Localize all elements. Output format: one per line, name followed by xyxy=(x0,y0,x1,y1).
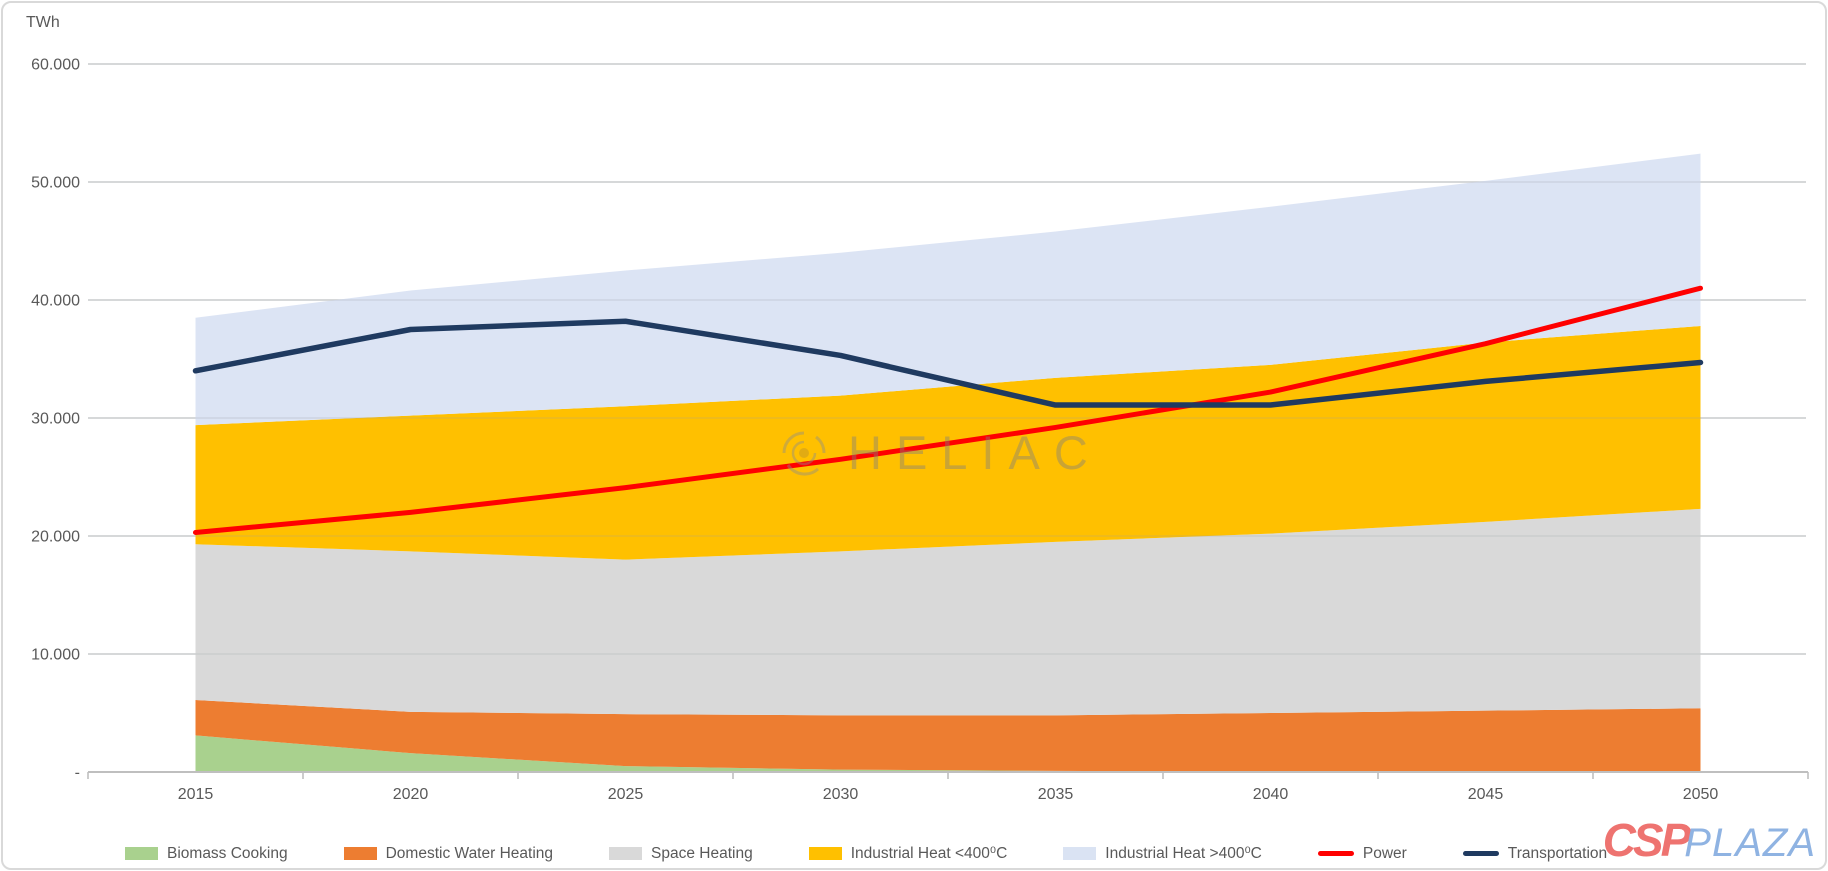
svg-text:40.000: 40.000 xyxy=(31,293,80,310)
legend-item-6: Transportation xyxy=(1462,844,1608,863)
gridlines-overlay xyxy=(88,63,1806,655)
legend-label: Industrial Heat >400⁰C xyxy=(1105,845,1262,862)
svg-text:2020: 2020 xyxy=(393,786,429,803)
legend-item-1: Domestic Water Heating xyxy=(343,844,554,863)
legend-swatch-line xyxy=(1317,851,1354,856)
svg-text:2025: 2025 xyxy=(608,786,644,803)
legend-label: Power xyxy=(1362,844,1407,862)
legend-swatch-area xyxy=(808,847,842,860)
legend-item-3: Industrial Heat <400⁰C xyxy=(808,844,1008,863)
chart-legend: Biomass Cooking Domestic Water Heating Spa… xyxy=(125,844,1607,863)
legend-label: Space Heating xyxy=(651,844,753,862)
legend-swatch-area xyxy=(1063,847,1097,860)
legend-swatch-area xyxy=(343,847,377,860)
line-series-transportation xyxy=(192,318,1704,408)
svg-text:20.000: 20.000 xyxy=(31,529,80,546)
svg-text:50.000: 50.000 xyxy=(31,175,80,192)
legend-label: Biomass Cooking xyxy=(167,844,288,862)
svg-text:30.000: 30.000 xyxy=(31,411,80,428)
svg-text:2040: 2040 xyxy=(1253,786,1289,803)
area-series-4 xyxy=(195,153,1701,426)
legend-item-5: Power xyxy=(1317,844,1407,863)
line-series-power xyxy=(193,285,1703,535)
svg-text:2035: 2035 xyxy=(1038,786,1074,803)
svg-text:2050: 2050 xyxy=(1683,786,1719,803)
legend-swatch-area xyxy=(125,847,158,860)
svg-text:2045: 2045 xyxy=(1468,786,1504,803)
x-axis-labels: 2015 2020 2025 2030 2035 2040 2045 2050 xyxy=(178,786,1719,803)
legend-item-0: Biomass Cooking xyxy=(125,845,288,863)
svg-text:2030: 2030 xyxy=(823,786,859,803)
svg-text:-: - xyxy=(75,765,80,782)
svg-text:60.000: 60.000 xyxy=(31,57,80,74)
x-axis-ticks xyxy=(87,772,1809,779)
svg-text:2015: 2015 xyxy=(178,786,214,803)
legend-label: Domestic Water Heating xyxy=(385,844,554,862)
y-axis-unit-label: TWh xyxy=(26,14,60,31)
legend-swatch-area xyxy=(609,847,643,860)
legend-item-2: Space Heating xyxy=(609,845,753,863)
svg-text:10.000: 10.000 xyxy=(31,647,80,664)
logo-plaza-text: PLAZA xyxy=(1684,821,1816,865)
legend-item-4: Industrial Heat >400⁰C xyxy=(1063,844,1262,863)
area-series-1 xyxy=(195,700,1701,772)
y-axis-labels: 60.000 50.000 40.000 30.000 20.000 10.000 - xyxy=(31,57,80,782)
area-series-2 xyxy=(195,508,1701,716)
logo-csp-text: CSP xyxy=(1602,814,1692,866)
legend-label: Industrial Heat <400⁰C xyxy=(850,845,1008,862)
legend-label: Transportation xyxy=(1507,844,1608,862)
cspplaza-logo: CSPPLAZA xyxy=(1603,813,1816,867)
legend-swatch-line xyxy=(1462,851,1499,856)
